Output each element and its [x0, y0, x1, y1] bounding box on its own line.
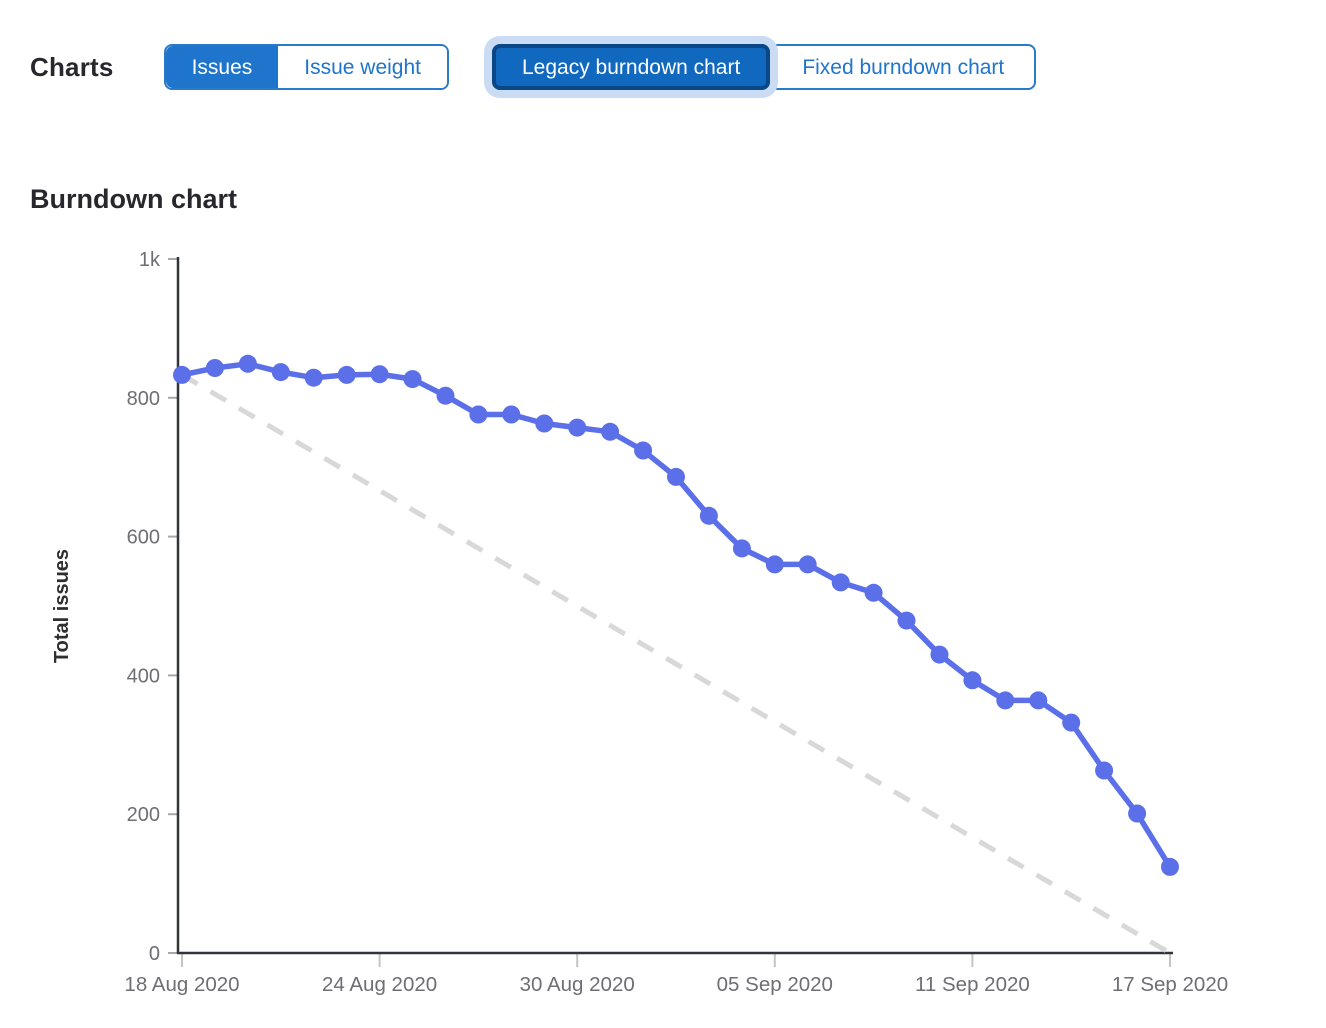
- data-point: [304, 368, 323, 387]
- issue-type-toggle: Issues Issue weight: [163, 44, 449, 90]
- data-point: [963, 671, 982, 690]
- data-point: [930, 645, 949, 664]
- fixed-burndown-chart-button[interactable]: Fixed burndown chart: [770, 44, 1037, 90]
- toggle-issues-button[interactable]: Issues: [165, 46, 279, 88]
- data-point: [864, 583, 883, 602]
- data-point: [798, 555, 817, 574]
- data-point: [601, 422, 620, 441]
- burndown-line: [179, 361, 1173, 870]
- data-point: [403, 370, 422, 389]
- data-point: [568, 418, 587, 437]
- charts-toolbar: Charts Issues Issue weight Legacy burndo…: [30, 44, 1037, 90]
- data-point: [1062, 713, 1081, 732]
- data-point: [173, 365, 191, 384]
- y-axis-tick-label: 200: [127, 804, 160, 826]
- y-axis-tick-label: 1k: [139, 249, 161, 271]
- data-point: [732, 539, 751, 558]
- y-axis-title: Total issues: [51, 549, 73, 663]
- data-point: [502, 405, 521, 424]
- y-axis-tick-label: 400: [127, 665, 160, 687]
- x-axis-tick-label: 11 Sep 2020: [915, 973, 1030, 996]
- data-point: [1161, 857, 1179, 876]
- guideline-dashed-line: [180, 372, 1172, 956]
- data-point: [205, 359, 224, 377]
- data-point: [897, 611, 916, 630]
- charts-label: Charts: [30, 51, 114, 82]
- burndown-type-toggle: Legacy burndown chart Fixed burndown cha…: [492, 44, 1037, 90]
- data-point: [1029, 691, 1048, 710]
- y-axis-tick-label: 800: [127, 388, 160, 410]
- data-point: [699, 506, 718, 525]
- data-point: [667, 467, 685, 486]
- y-axis-tick-label: 0: [149, 943, 160, 965]
- data-point: [765, 555, 784, 574]
- x-axis-tick-label: 18 Aug 2020: [124, 973, 239, 996]
- data-point: [1128, 804, 1147, 823]
- data-point: [634, 441, 653, 460]
- legacy-burndown-chart-button[interactable]: Legacy burndown chart: [492, 44, 771, 90]
- x-axis-tick-label: 17 Sep 2020: [1112, 973, 1228, 996]
- data-point: [535, 414, 554, 433]
- x-axis-tick-label: 05 Sep 2020: [717, 973, 833, 996]
- x-axis-tick-label: 24 Aug 2020: [322, 973, 437, 996]
- toggle-issue-weight-button[interactable]: Issue weight: [278, 46, 447, 88]
- page-title: Burndown chart: [30, 184, 237, 215]
- x-axis-tick-label: 30 Aug 2020: [520, 973, 635, 996]
- data-point: [370, 365, 389, 384]
- data-point: [238, 354, 257, 373]
- data-point: [1095, 761, 1114, 780]
- data-point: [271, 363, 290, 382]
- data-point: [831, 573, 850, 592]
- data-point: [337, 365, 356, 384]
- y-axis-tick-label: 600: [127, 527, 160, 549]
- data-point: [469, 405, 488, 424]
- data-point: [996, 691, 1015, 710]
- data-point: [436, 386, 455, 405]
